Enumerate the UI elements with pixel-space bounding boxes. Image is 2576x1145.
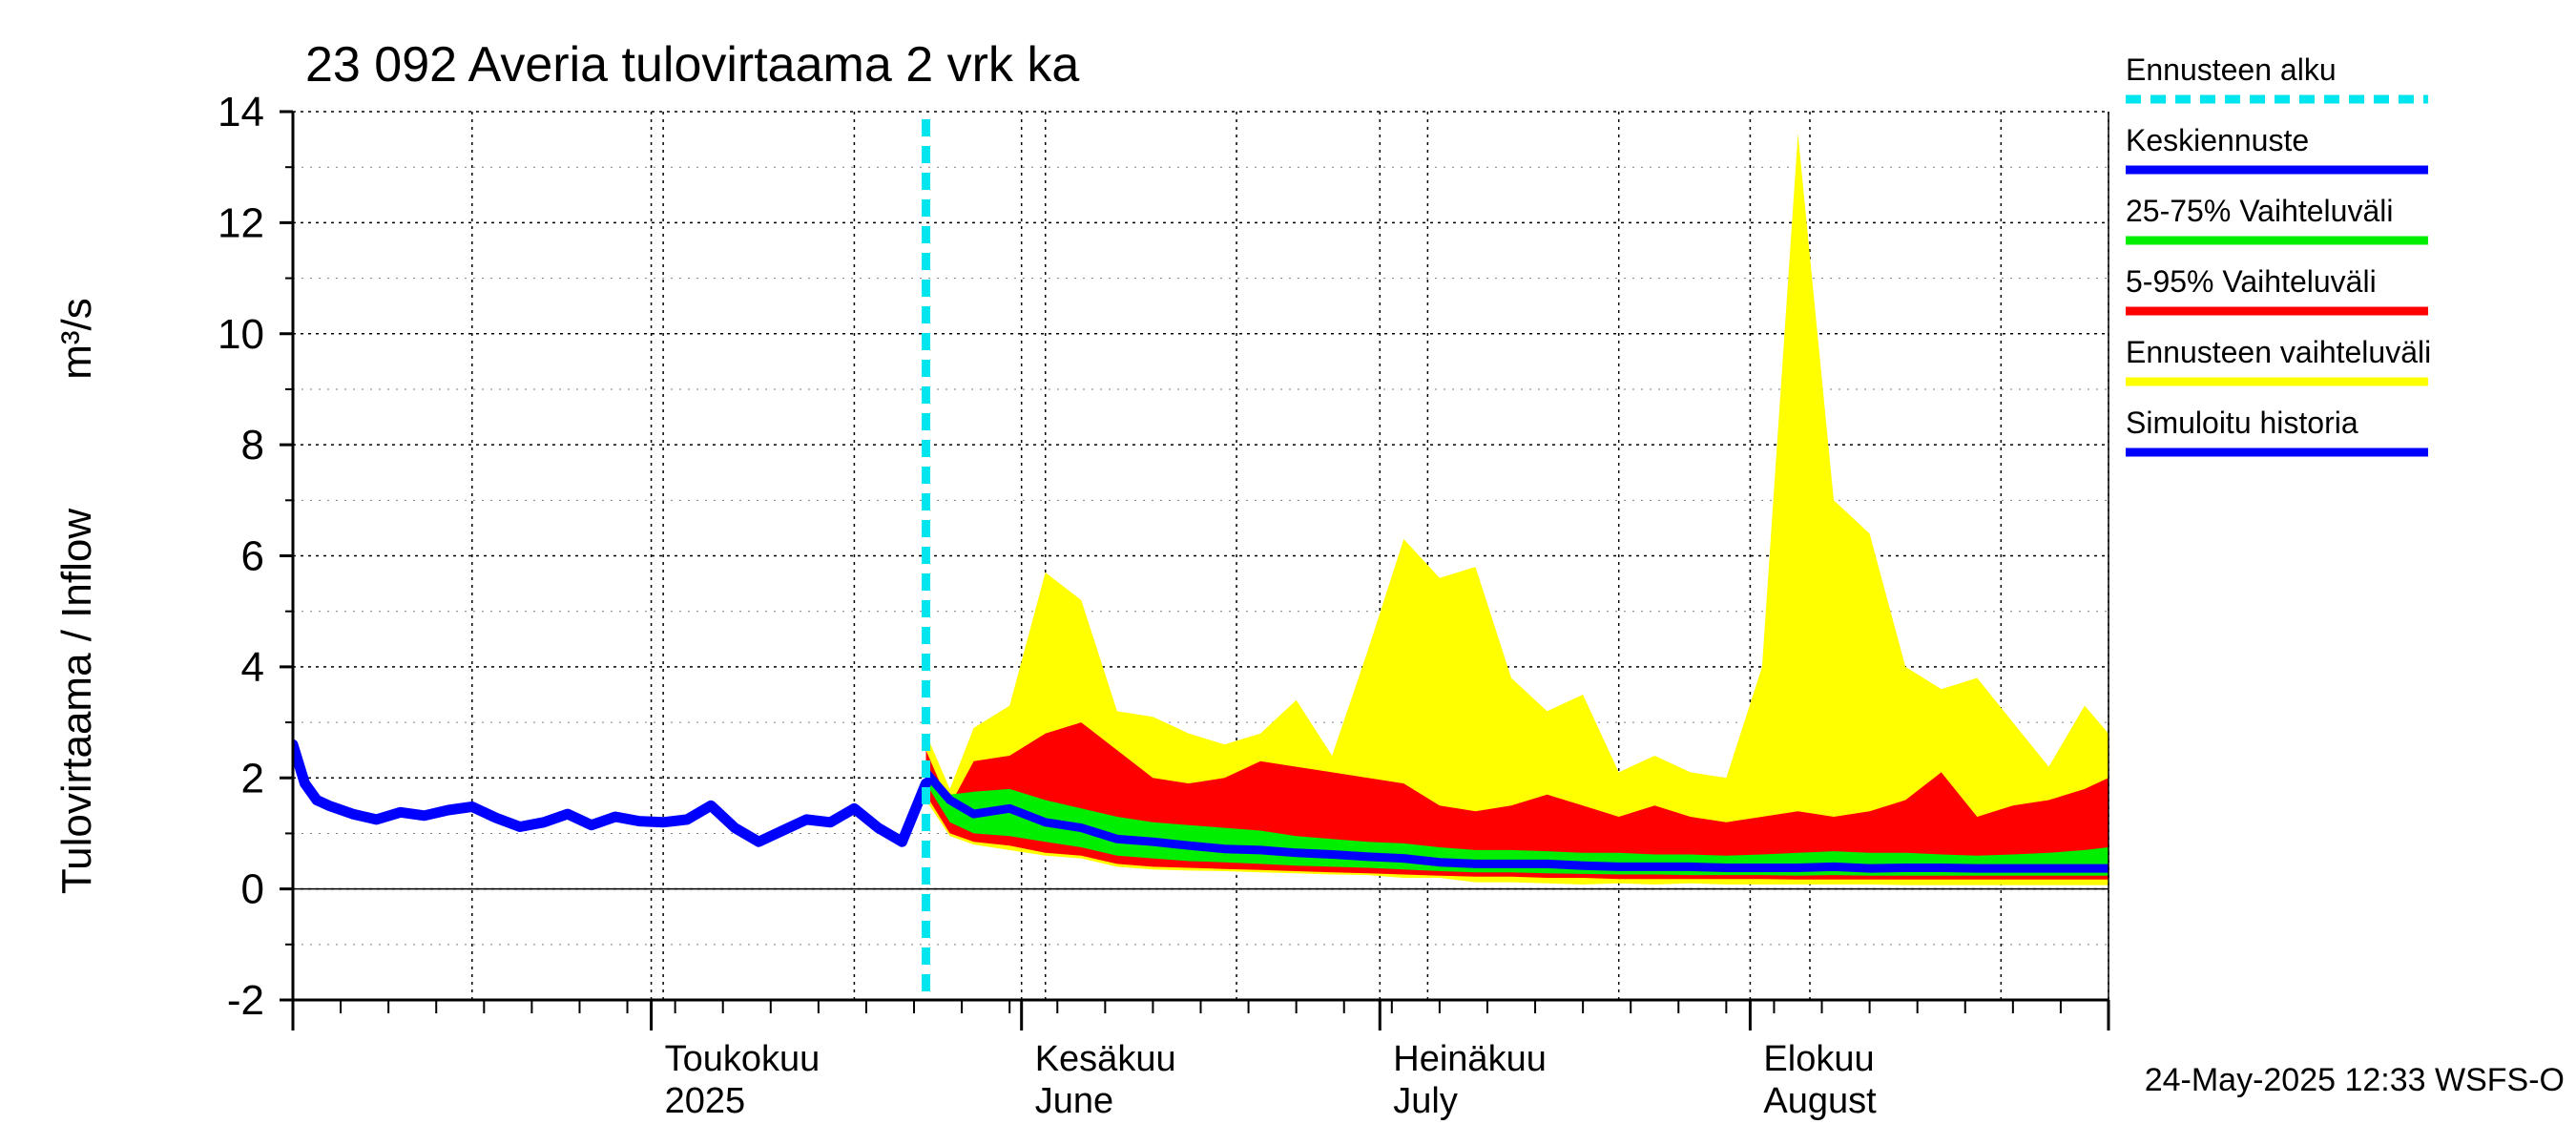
y-tick-label: 2	[241, 755, 264, 802]
month-label-fi: Heinäkuu	[1393, 1039, 1547, 1079]
mean-forecast-line	[922, 767, 2109, 873]
month-label-en: 2025	[665, 1081, 746, 1121]
y-tick-label: 6	[241, 533, 264, 580]
legend: Ennusteen alku Keskiennuste 25-75% Vaihtel…	[2126, 52, 2431, 457]
month-label-en: June	[1035, 1081, 1113, 1121]
legend-label-range: Ennusteen vaihteluväli	[2126, 335, 2431, 369]
month-label-en: July	[1393, 1081, 1458, 1121]
axes	[280, 110, 2110, 1030]
y-tick-label: 14	[218, 89, 264, 135]
month-label-fi: Toukokuu	[665, 1039, 821, 1079]
month-label-fi: Elokuu	[1763, 1039, 1874, 1079]
y-tick-label: -2	[227, 977, 264, 1024]
y-tick-label: 0	[241, 866, 264, 913]
forecast-bands	[293, 134, 2109, 890]
y-tick-labels: -2 0 2 4 6 8 10 12 14	[218, 89, 264, 1024]
timestamp: 24-May-2025 12:33 WSFS-O	[2145, 1062, 2565, 1098]
y-tick-label: 12	[218, 199, 264, 246]
month-label-fi: Kesäkuu	[1035, 1039, 1176, 1079]
legend-label-p25_75: 25-75% Vaihteluväli	[2126, 194, 2393, 228]
legend-label-history: Simuloitu historia	[2126, 406, 2358, 440]
legend-label-p5_95: 5-95% Vaihteluväli	[2126, 264, 2377, 299]
forecast-range-band	[925, 134, 2109, 885]
y-tick-label: 4	[241, 644, 264, 691]
series-lines	[293, 119, 2109, 1000]
legend-label-forecast_start: Ennusteen alku	[2126, 52, 2337, 87]
simulated-history-line	[293, 739, 931, 847]
chart-title: 23 092 Averia tulovirtaama 2 vrk ka	[305, 37, 1079, 93]
month-label-en: August	[1763, 1081, 1877, 1121]
y-tick-label: 10	[218, 311, 264, 358]
y-tick-label: 8	[241, 422, 264, 468]
y-axis-label: Tulovirtaama / Inflow	[53, 509, 100, 895]
legend-label-mean: Keskiennuste	[2126, 123, 2309, 157]
y-axis-unit: m³/s	[53, 298, 100, 380]
